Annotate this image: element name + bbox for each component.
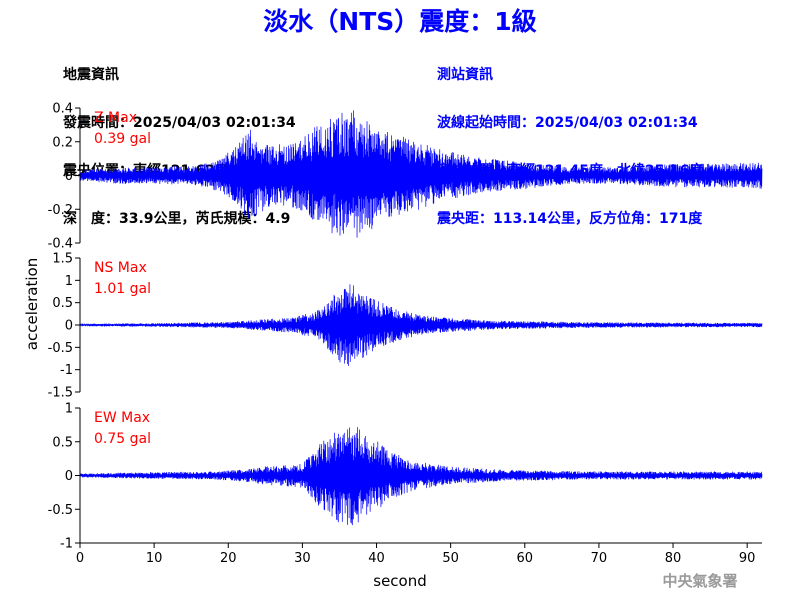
x-tick-label: 80	[665, 551, 682, 566]
x-axis-label: second	[373, 572, 427, 590]
page-title: 淡水（NTS）震度：1級	[263, 7, 537, 36]
y-tick-label-z: -0.2	[48, 203, 73, 218]
x-tick-label: 70	[591, 551, 608, 566]
trace-ew	[79, 427, 763, 526]
x-tick-label: 60	[517, 551, 534, 566]
y-tick-label-ns: 0.5	[52, 296, 73, 311]
trace-z	[79, 110, 763, 238]
epicentral-distance: 震央距：113.14公里，反方位角：171度	[437, 211, 703, 227]
trace-ns	[79, 284, 763, 366]
x-tick-label: 90	[739, 551, 756, 566]
y-tick-label-z: 0	[65, 169, 73, 184]
y-tick-label-z: 0.2	[52, 135, 73, 150]
y-tick-label-z: 0.4	[52, 102, 73, 117]
max-value-ns: 1.01 gal	[94, 281, 151, 297]
x-tick-label: 20	[220, 551, 237, 566]
origin-time: 發震時間：2025/04/03 02:01:34	[63, 115, 296, 131]
y-tick-label-ns: -1	[60, 363, 73, 378]
x-tick-label: 50	[442, 551, 459, 566]
y-tick-label-ew: 0.5	[52, 435, 73, 450]
x-tick-label: 30	[294, 551, 311, 566]
station-info-heading: 測站資訊	[437, 67, 493, 83]
y-tick-label-ew: 0	[65, 469, 73, 484]
y-tick-label-ew: -1	[60, 537, 73, 552]
agency-watermark: 中央氣象署	[662, 572, 737, 590]
y-tick-label-ew: 1	[65, 402, 73, 417]
x-tick-label: 0	[76, 551, 84, 566]
y-tick-label-ns: -1.5	[48, 386, 73, 401]
y-tick-label-ns: 0	[65, 319, 73, 334]
max-label-z: Z Max	[94, 110, 137, 126]
earthquake-info-heading: 地震資訊	[63, 67, 119, 83]
wave-start-time: 波線起始時間：2025/04/03 02:01:34	[437, 115, 698, 131]
max-value-ew: 0.75 gal	[94, 431, 151, 447]
x-tick-label: 10	[146, 551, 163, 566]
y-axis-label: acceleration	[23, 258, 41, 350]
y-tick-label-ns: 1.5	[52, 252, 73, 267]
y-tick-label-z: -0.4	[48, 237, 73, 252]
y-tick-label-ew: -0.5	[48, 503, 73, 518]
y-tick-label-ns: -0.5	[48, 341, 73, 356]
y-tick-label-ns: 1	[65, 274, 73, 289]
max-label-ns: NS Max	[94, 260, 147, 276]
depth-magnitude: 深 度：33.9公里，芮氏規模：4.9	[63, 211, 291, 227]
max-label-ew: EW Max	[94, 410, 150, 426]
x-tick-label: 40	[368, 551, 385, 566]
max-value-z: 0.39 gal	[94, 131, 151, 147]
